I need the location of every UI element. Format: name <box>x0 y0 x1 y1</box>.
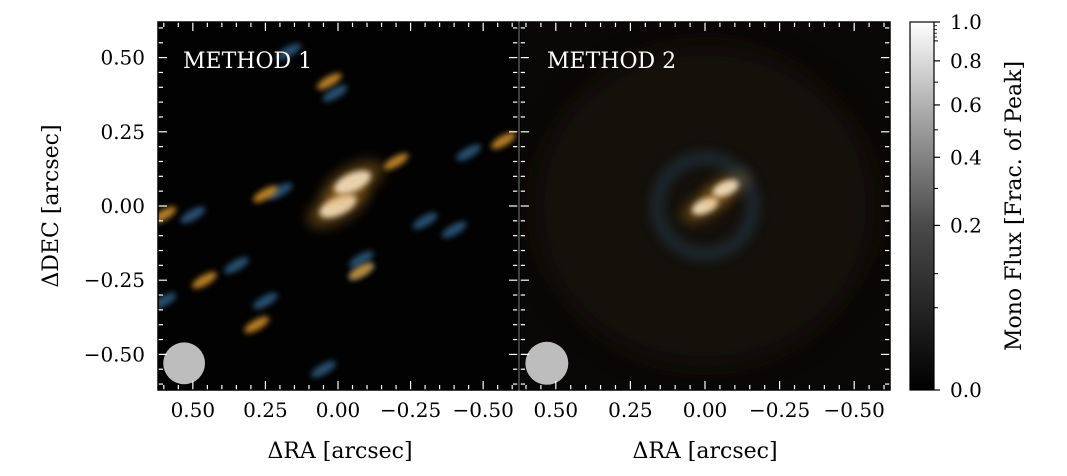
emission-blob-blue <box>412 212 438 230</box>
emission-blob-blue <box>276 43 302 60</box>
x-tick-label: 0.00 <box>316 398 361 422</box>
x-tick-label: 0.25 <box>608 398 653 422</box>
y-tick-label: −0.25 <box>84 268 145 292</box>
panel-2-x-tick-labels: 0.50 0.25 0.00 −0.25 −0.50 <box>534 398 885 422</box>
colorbar-tick-label: 0.0 <box>950 378 982 402</box>
emission-ring <box>651 152 759 260</box>
x-tick-label: 0.00 <box>683 398 728 422</box>
emission-blob-orange <box>158 206 177 224</box>
emission-blob-orange <box>491 132 516 149</box>
panel-1-frame <box>157 21 519 391</box>
panel-2-emission-features <box>535 46 875 366</box>
emission-blob-blue <box>253 292 278 310</box>
y-tick-label: 0.25 <box>100 120 145 144</box>
panel-1-x-axis-label: ΔRA [arcsec] <box>267 439 412 464</box>
colorbar-tick-label: 0.6 <box>950 93 982 117</box>
colorbar-tick-label: 0.2 <box>950 213 982 237</box>
panel-1-emission-features <box>158 43 516 378</box>
emission-blob-blue <box>180 206 206 224</box>
colorbar-gradient <box>909 21 935 391</box>
emission-blob-orange <box>244 316 270 333</box>
y-axis-label: ΔDEC [arcsec] <box>39 124 64 287</box>
y-tick-label: 0.00 <box>100 194 145 218</box>
colorbar-ticks: 1.0 0.8 0.6 0.4 0.2 0.0 <box>934 10 982 402</box>
emission-blob-blue <box>224 257 249 274</box>
beam-circle <box>525 341 569 385</box>
colorbar-tick-label: 0.4 <box>950 145 982 169</box>
x-tick-label: −0.50 <box>453 398 514 422</box>
panel-2-title: METHOD 2 <box>547 49 676 74</box>
x-tick-label: −0.25 <box>380 398 441 422</box>
emission-blob-orange <box>316 73 342 90</box>
y-tick-labels: 0.50 0.25 0.00 −0.25 −0.50 <box>84 46 145 367</box>
emission-blob-blue <box>322 84 348 102</box>
panel-method-1: METHOD 1 <box>157 21 519 391</box>
x-tick-label: −0.25 <box>749 398 810 422</box>
panel-2-x-axis-label: ΔRA [arcsec] <box>632 439 777 464</box>
panel-1-x-tick-labels: 0.50 0.25 0.00 −0.25 −0.50 <box>171 398 514 422</box>
x-tick-label: 0.50 <box>171 398 216 422</box>
emission-blob-orange <box>348 263 374 280</box>
panel-2-ticks <box>520 22 890 390</box>
colorbar-label: Mono Flux [Frac. of Peak] <box>1002 61 1027 351</box>
emission-halo <box>702 171 750 205</box>
emission-halo <box>322 160 384 205</box>
emission-blob-blue <box>456 144 482 161</box>
panel-1-title: METHOD 1 <box>183 49 312 74</box>
colorbar-tick-label: 0.8 <box>950 49 982 73</box>
emission-blob-blue <box>267 182 293 200</box>
emission-blob-orange <box>383 153 409 170</box>
panel-2-frame <box>519 21 891 391</box>
panel-method-2: METHOD 2 <box>519 21 891 391</box>
emission-blob-orange <box>192 271 217 289</box>
emission-blob-blue <box>158 292 177 310</box>
x-tick-label: 0.50 <box>534 398 579 422</box>
y-tick-label: −0.50 <box>84 342 145 366</box>
emission-blob-blue <box>311 360 336 378</box>
emission-blob-blue <box>441 221 467 238</box>
panel-1-ticks <box>158 22 518 390</box>
colorbar-tick-label: 1.0 <box>950 10 982 34</box>
beam-circle <box>163 342 206 385</box>
y-tick-label: 0.50 <box>100 46 145 70</box>
colorbar: 1.0 0.8 0.6 0.4 0.2 0.0 Mono Flux [Frac. of P… <box>909 10 1027 402</box>
x-tick-label: 0.25 <box>243 398 288 422</box>
emission-blob-blue <box>348 251 374 268</box>
x-tick-label: −0.50 <box>824 398 885 422</box>
emission-blob-orange <box>253 185 278 203</box>
